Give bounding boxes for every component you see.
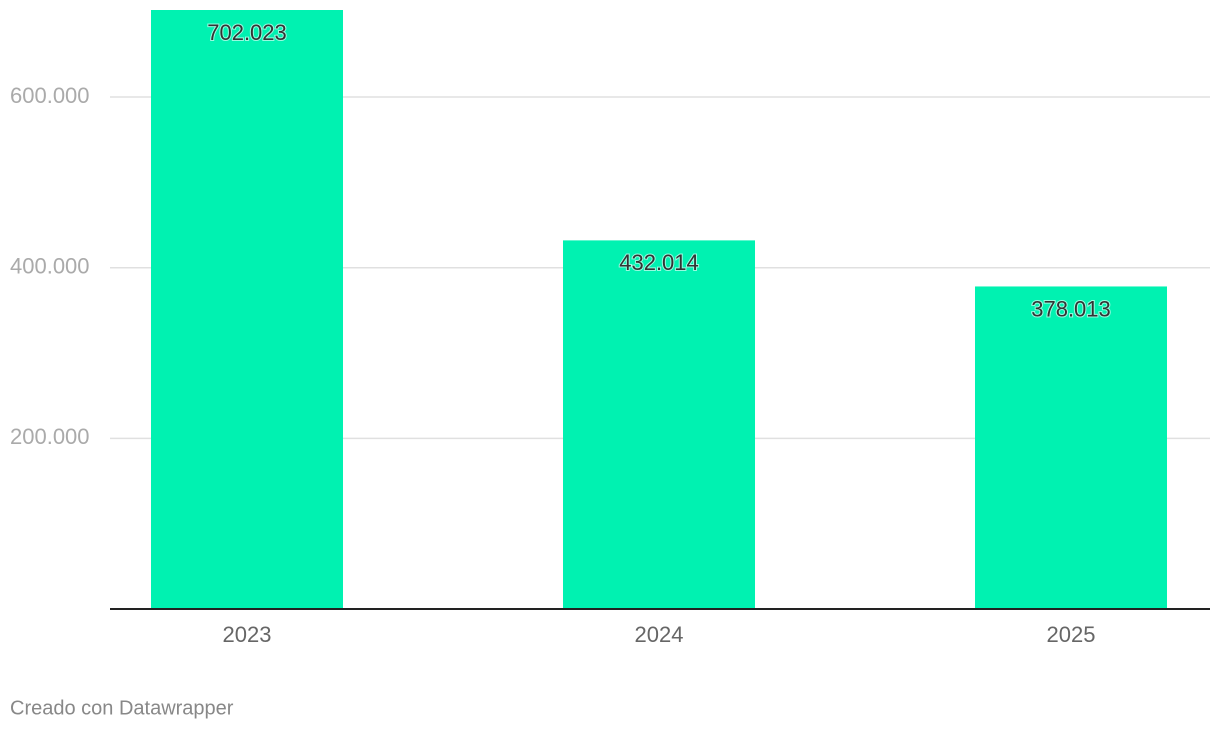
y-tick-label: 400.000: [10, 254, 90, 279]
bar: [563, 240, 755, 609]
value-label: 432.014: [619, 250, 699, 275]
credit: Creado con Datawrapper: [10, 697, 234, 719]
y-tick-label: 600.000: [10, 83, 90, 108]
x-tick-label: 2024: [635, 622, 684, 647]
y-tick-label: 200.000: [10, 424, 90, 449]
x-tick-label: 2025: [1047, 622, 1096, 647]
bar: [151, 10, 343, 609]
bar: [975, 286, 1167, 609]
x-tick-label: 2023: [223, 622, 272, 647]
value-label: 378.013: [1031, 296, 1111, 321]
value-label: 702.023: [207, 20, 287, 45]
